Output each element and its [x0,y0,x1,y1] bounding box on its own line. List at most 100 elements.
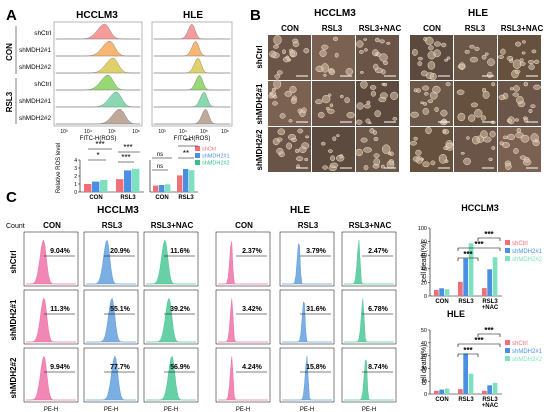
legend-label: shMDH2#2 [512,257,543,263]
cell-shape [332,136,337,141]
cell-shape [445,82,451,87]
flow-histogram [218,356,268,401]
cell-shape [460,151,465,155]
cell-shape [499,141,504,146]
cell-shape [332,36,339,42]
cell-shape [374,37,380,43]
bar-y-tick-label: 80 [421,240,427,246]
panel-a-title-hcclm3: HCCLM3 [76,10,118,21]
cell-shape [339,94,344,99]
legend-swatch [505,240,510,245]
panel-a-title-hle: HLE [183,10,203,21]
cell-shape [417,56,423,61]
cell-shape [315,65,324,73]
cell-shape [345,67,353,76]
bar-shMDH2-1-1 [124,170,132,192]
panel-a-tick-hle-4: 10⁶ [221,129,229,135]
panel-a-histogram-hcclm3 [56,108,140,125]
flow-plot-frame [83,231,139,287]
panel-a-group-rsl3: RSL3 [5,91,14,112]
cell-shape [295,148,300,154]
cell-shape [288,119,293,123]
cell-shape [415,149,422,156]
cell-shape [368,121,372,125]
cell-shape [379,39,385,44]
gate-percentage: 3.42% [242,306,263,313]
cell-shape [329,162,339,168]
panel-a-bar-chart-hcclm3: CON RSL3 0 1 2 3 4 [74,158,144,201]
cell-shape [456,89,465,95]
panel-c-title-hle: HLE [290,205,310,216]
panel-a-row-shctrl-rsl3: shCtrl [34,81,51,88]
bar-category-label: CON [89,195,102,201]
cell-shape [373,136,379,142]
cell-shape [432,85,441,94]
cell-shape [383,60,388,65]
cell-shape [444,159,449,163]
panel-a-sig-hcclm3-0: * [96,151,99,160]
cell-shape [498,94,506,101]
panel-a-histogram-hle [154,40,230,57]
flow-histogram [26,239,76,285]
panel-a-histogram-hle [154,74,230,91]
cell-shape [329,103,334,108]
cell-shape [420,70,428,77]
bar-shCtrl-1 [458,389,463,394]
legend-label: shCtrl [512,241,528,247]
cell-shape [334,52,339,58]
cell-shape [422,85,430,91]
flow-xaxis-label: PE-H [104,407,118,412]
cell-shape [470,102,478,108]
bar-category-label: RSL3 [458,397,474,403]
cell-shape [521,40,526,44]
panel-a-histogram-hle [154,57,230,74]
bar-y-tick-label: 0 [74,190,77,196]
cell-shape [290,97,297,105]
cell-shape [380,164,385,169]
gate-percentage: 6.78% [368,306,389,313]
cell-shape [336,134,340,137]
cell-shape [304,157,309,162]
cell-shape [441,42,447,48]
bar-y-tick-label: 20 [421,366,427,372]
bar-y-tick-label: 30 [421,354,427,360]
panel-a-row-shmdh2-1-rsl3: shMDH2#1 [19,98,51,105]
bar-category-label: RSL3 [482,299,498,305]
cell-shape [427,51,436,60]
flow-histogram [344,239,394,285]
cell-shape [440,109,448,117]
panel-c-cond-rsl3-2: RSL3 [298,221,319,230]
gate-percentage: 9.94% [50,364,71,371]
flow-plot-frame [341,289,397,345]
panel-a-tick-hcclm3-4: 10⁶ [132,129,140,135]
panel-a-flow-histograms [54,23,232,125]
flow-xaxis-label: PE-H [44,407,58,412]
panel-a-sig-hle-1: ns [157,152,163,158]
cell-shape [488,157,493,162]
cell-shape [523,81,529,87]
flow-plot-frame [215,347,271,403]
cell-shape [491,146,496,150]
panel-a-xlabel-hcclm3: FITC-H(ROS) [80,136,117,142]
flow-histogram [282,243,332,285]
panel-a-histogram-hcclm3 [56,23,140,40]
cell-shape [430,160,436,166]
cell-shape [322,94,331,104]
cell-shape [303,48,310,54]
cell-shape [489,130,496,138]
cell-shape [284,90,292,97]
cell-shape [366,100,371,105]
panel-b-cond-rsl3-1: RSL3 [322,24,343,33]
panel-c-row-shmdh2-2: shMDH2#2 [9,357,18,398]
cell-shape [282,49,286,54]
panel-b-row-shmdh2-1: shMDH2#1 [255,83,264,124]
bar-shMDH2-1-1 [463,353,468,394]
legend-swatch-shctrl [195,146,200,151]
cell-shape [484,52,489,56]
panel-c-bar1-ylabel: cell death(%) [421,242,428,283]
panel-b-cond-nac-2: RSL3+NAC [501,24,544,33]
cell-shape [364,103,371,109]
cell-shape [322,165,328,170]
cell-shape [327,108,335,114]
